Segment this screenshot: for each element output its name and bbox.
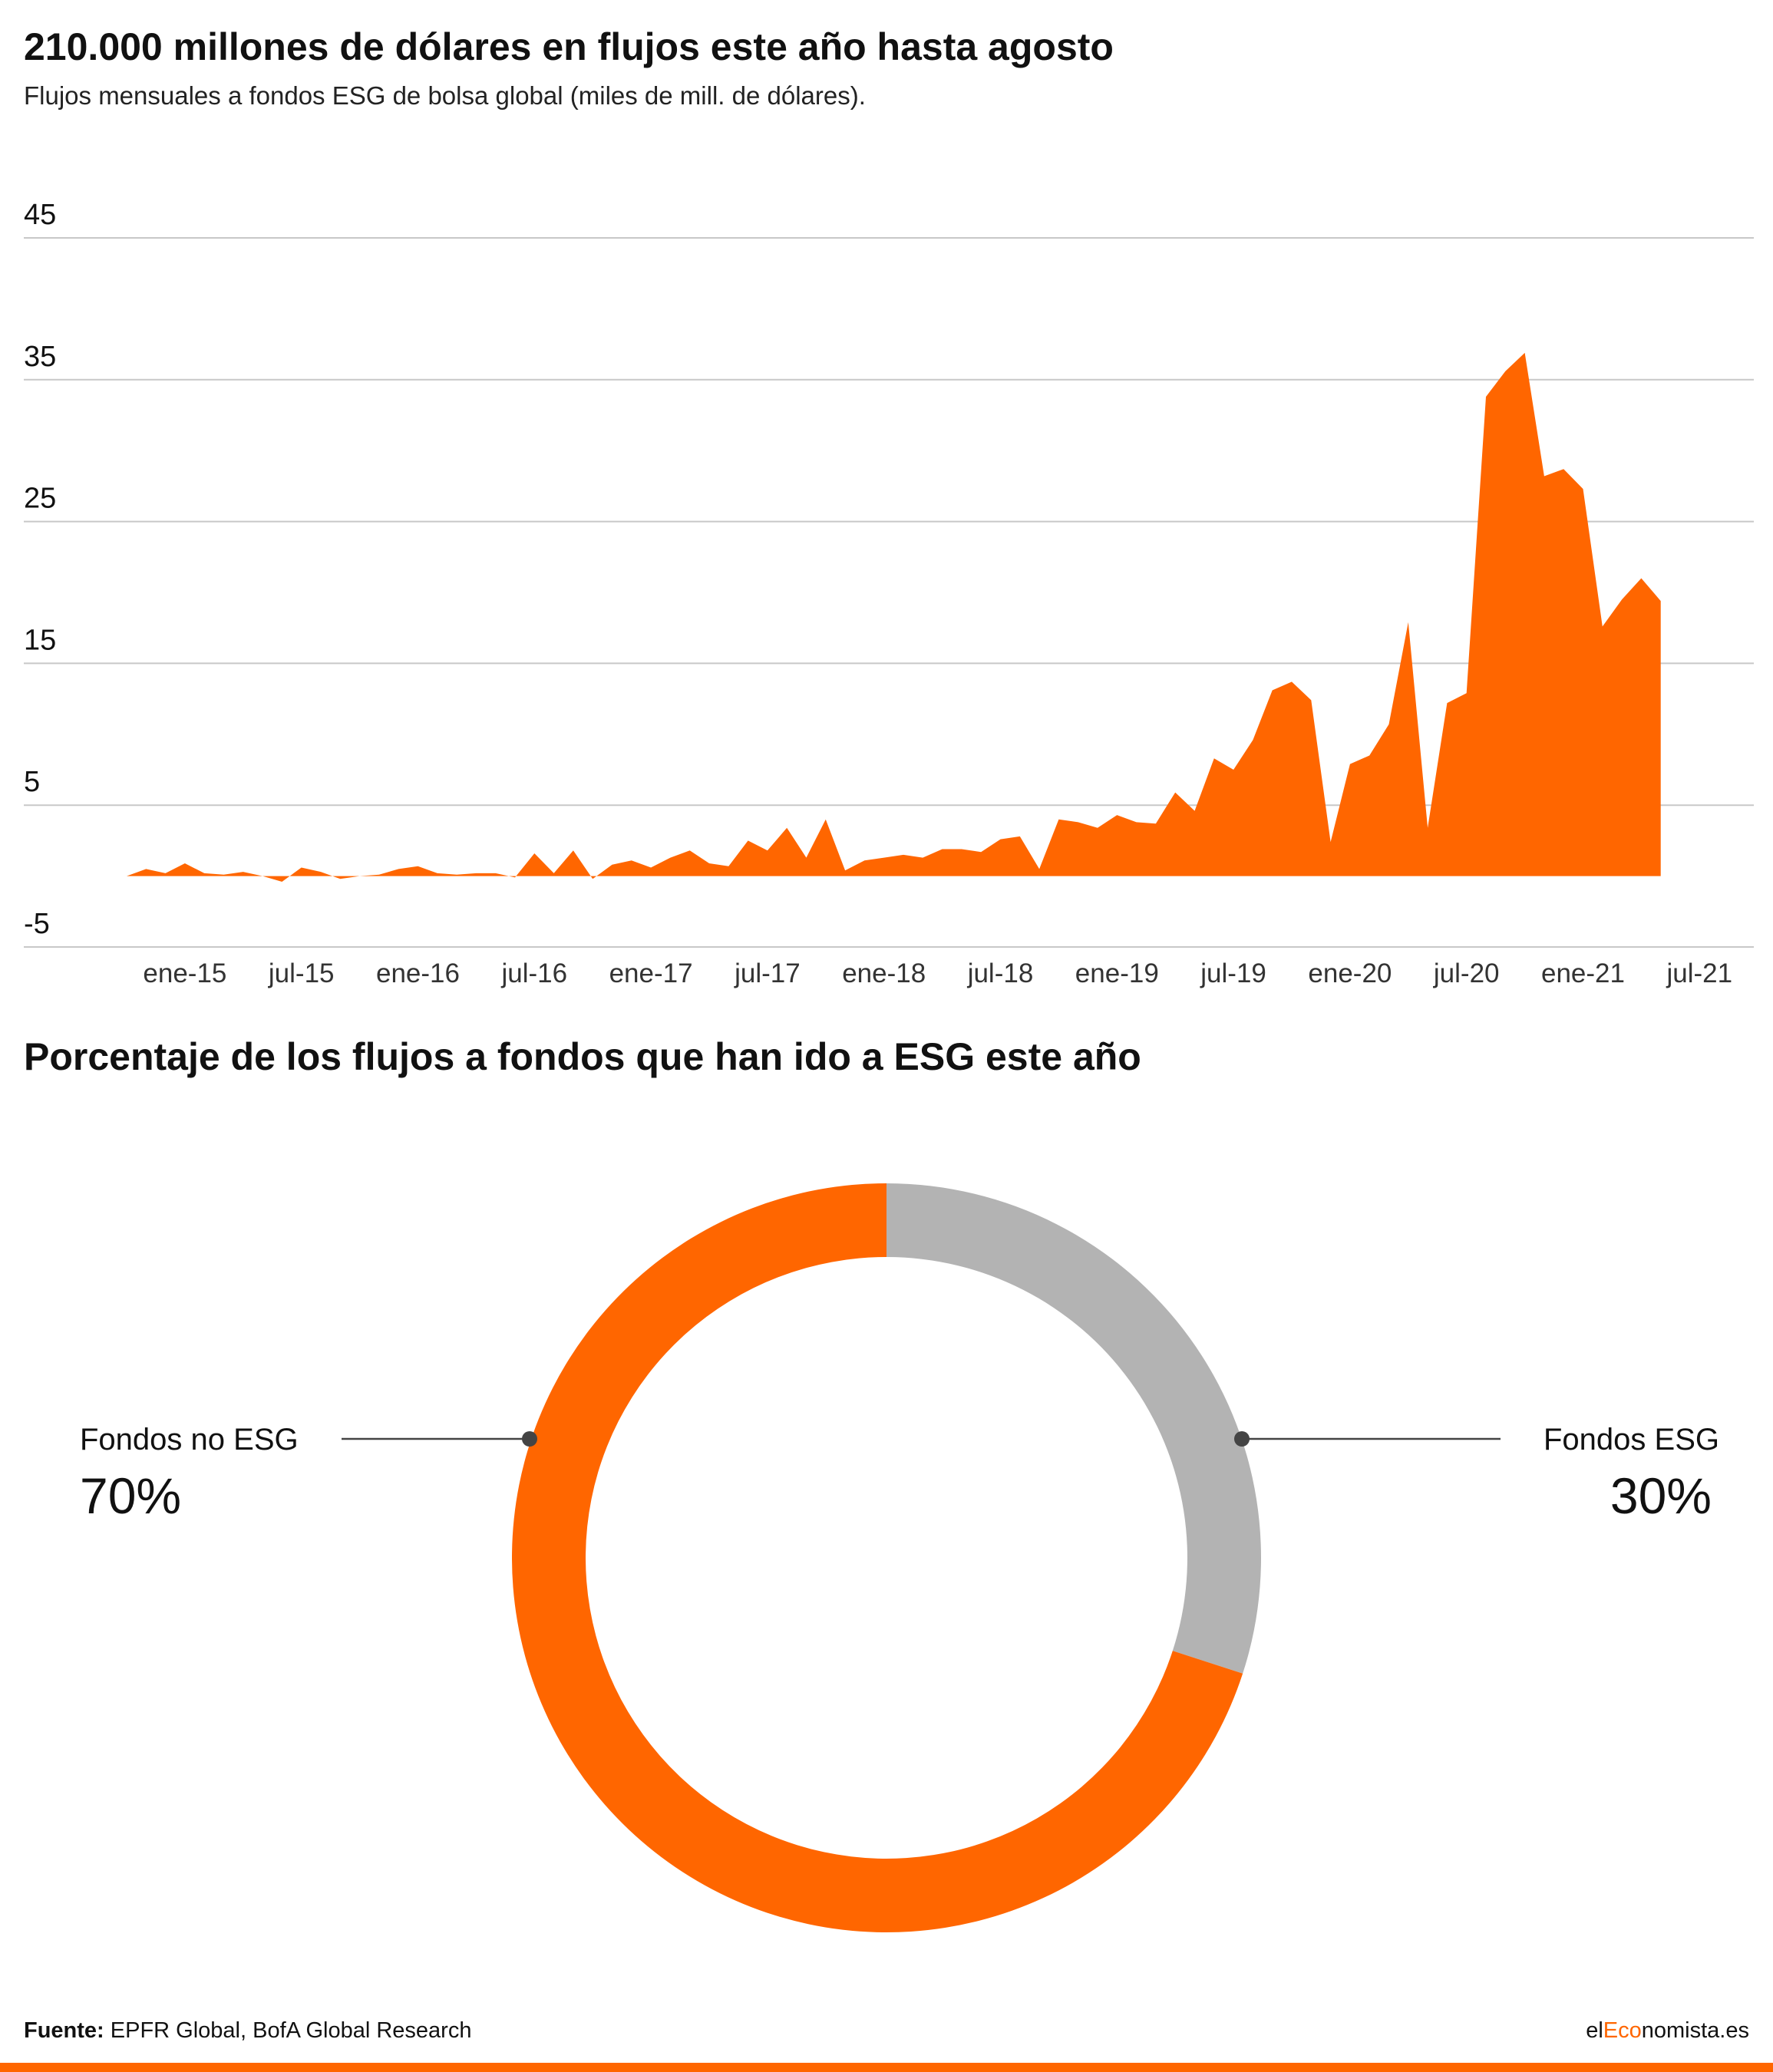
brand-accent: Eco (1603, 2018, 1642, 2043)
brand-prefix: el (1586, 2018, 1603, 2043)
y-tick-label: 25 (24, 483, 56, 515)
value-esg: 30% (1610, 1467, 1712, 1524)
x-tick-label: jul-15 (268, 958, 335, 988)
x-tick-label: jul-18 (967, 958, 1034, 988)
source-label: Fuente: (24, 2018, 104, 2043)
x-tick-label: jul-16 (500, 958, 567, 988)
donut-slice-esg (886, 1183, 1261, 1674)
brand-logo: elEconomista.es (1586, 2018, 1749, 2044)
bottom-accent-bar (0, 2063, 1773, 2072)
y-tick-label: -5 (24, 908, 50, 940)
x-tick-label: jul-21 (1666, 958, 1732, 988)
leader-dot-non-esg (522, 1431, 537, 1447)
chart-subtitle: Flujos mensuales a fondos ESG de bolsa g… (24, 81, 866, 110)
donut-title: Porcentaje de los flujos a fondos que ha… (24, 1035, 1141, 1078)
source-text: EPFR Global, BofA Global Research (104, 2018, 472, 2043)
x-tick-label: jul-19 (1200, 958, 1266, 988)
flows-area (127, 352, 1661, 882)
x-tick-label: ene-18 (842, 958, 926, 988)
x-tick-label: ene-16 (376, 958, 460, 988)
x-tick-label: jul-20 (1433, 958, 1500, 988)
value-non-esg: 70% (80, 1467, 181, 1524)
y-tick-label: 15 (24, 624, 56, 656)
x-tick-label: ene-19 (1075, 958, 1159, 988)
y-tick-label: 35 (24, 341, 56, 373)
x-tick-label: jul-17 (734, 958, 801, 988)
leader-dot-esg (1234, 1431, 1250, 1447)
x-tick-label: ene-17 (609, 958, 693, 988)
y-tick-label: 45 (24, 199, 56, 231)
chart-title: 210.000 millones de dólares en flujos es… (24, 25, 1114, 68)
source-note: Fuente: EPFR Global, BofA Global Researc… (24, 2018, 471, 2044)
x-tick-label: ene-21 (1541, 958, 1625, 988)
label-non-esg: Fondos no ESG (80, 1423, 299, 1457)
x-tick-label: ene-15 (143, 958, 226, 988)
donut-chart: Fondos no ESG 70% Fondos ESG 30% (80, 1183, 1719, 1932)
x-tick-label: ene-20 (1308, 958, 1392, 988)
y-tick-label: 5 (24, 766, 40, 798)
area-chart: 45 35 25 15 5 -5 ene-15 jul-15 ene-16 jul-16 ene-… (24, 199, 1754, 988)
brand-suffix: nomista.es (1641, 2018, 1749, 2043)
label-esg: Fondos ESG (1544, 1423, 1719, 1457)
